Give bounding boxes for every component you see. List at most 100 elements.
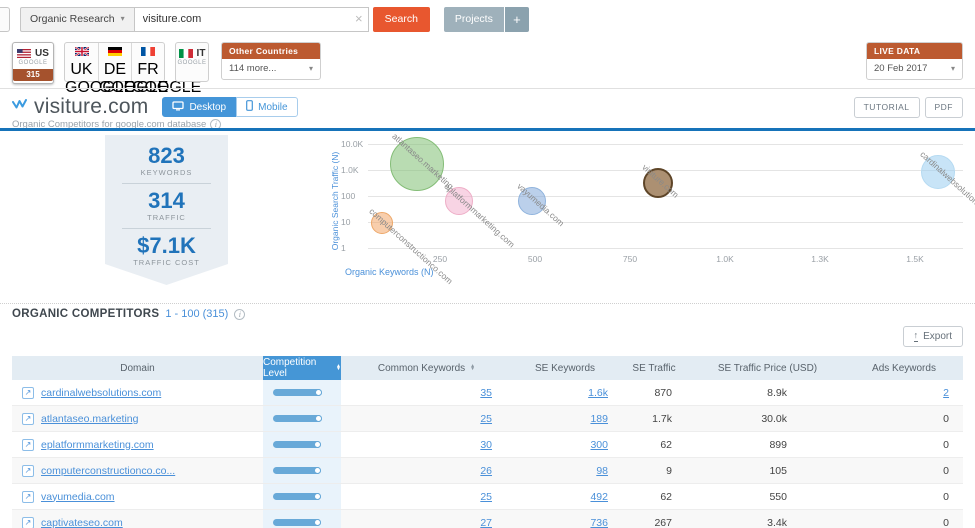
domain-link[interactable]: atlantaseo.marketing [41,412,139,425]
fr-flag-icon [141,47,155,56]
y-tick-label: 1.0K [341,165,362,175]
ads-keywords-value: 0 [943,464,949,477]
domain-link[interactable]: eplatformmarketing.com [41,438,154,451]
domain-link[interactable]: vayumedia.com [41,490,115,503]
nav-edge-box[interactable] [0,6,10,32]
search-type-select[interactable]: Organic Research ▾ [20,6,135,32]
export-button[interactable]: ↑ Export [902,326,963,347]
chart-bubble[interactable] [371,212,394,235]
pdf-button[interactable]: PDF [924,96,963,118]
domain-link[interactable]: captivateseo.com [41,516,123,528]
traffic-label: TRAFFIC [147,213,186,223]
se-traffic-price-value: 899 [769,438,787,451]
competition-level-bar [273,415,322,422]
other-countries-dropdown[interactable]: Other Countries 114 more... ▾ [221,42,321,80]
column-header-domain[interactable]: Domain [120,362,155,374]
table-row: ↗ eplatformmarketing.com 30 300 62 899 0 [12,432,963,458]
info-icon[interactable]: i [234,308,246,320]
column-header-ads-keywords[interactable]: Ads Keywords [872,362,936,374]
country-tab-it[interactable]: IT GOOGLE [175,42,209,82]
search-button[interactable]: Search [372,6,430,32]
competition-level-cell [263,484,341,509]
desktop-toggle-button[interactable]: Desktop [162,97,237,117]
external-link-icon[interactable]: ↗ [22,386,34,399]
common-keywords-link[interactable]: 35 [480,386,492,399]
x-tick-label: 250 [432,254,448,264]
search-input[interactable] [133,6,369,32]
gridline [368,222,963,223]
country-tab-us[interactable]: US GOOGLE 315 [12,42,54,84]
chart-bubble[interactable] [389,137,444,191]
dotted-divider [0,303,975,304]
common-keywords-link[interactable]: 27 [480,516,492,528]
se-keywords-link[interactable]: 736 [590,516,608,528]
ads-keywords-link[interactable]: 2 [943,386,949,399]
projects-button[interactable]: Projects [443,6,504,32]
column-header-competition-level[interactable]: Competition Level ▲ ▼ [263,356,341,380]
country-code: DE [103,61,127,78]
top-search-bar: Organic Research ▾ × Search Projects + [0,0,975,38]
country-tab-uk[interactable]: UK GOOGLE [65,43,134,96]
report-subtitle-text: Organic Competitors for google.com datab… [12,119,207,130]
column-header-common-keywords[interactable]: Common Keywords ▲ ▼ [341,356,512,380]
domain-cell: ↗ computerconstructionco.co... [12,458,263,483]
y-tick-label: 10.0K [341,139,367,149]
report-title-row: visiture.com Desktop Mobile TUTORIAL PDF [12,94,963,120]
chart-bubble[interactable] [642,168,673,199]
se-keywords-link[interactable]: 98 [596,464,608,477]
external-link-icon[interactable]: ↗ [22,464,34,477]
traffic-cost-value: $7.1K [137,233,196,259]
common-keywords-link[interactable]: 30 [480,438,492,451]
section-divider [0,88,975,89]
competitors-range-link[interactable]: 1 - 100 (315) [165,308,229,320]
column-header-se-keywords[interactable]: SE Keywords [534,362,596,374]
table-row: ↗ vayumedia.com 25 492 62 550 0 [12,484,963,510]
country-code: FR [137,61,159,78]
domain-link[interactable]: cardinalwebsolutions.com [41,386,162,399]
country-tab-fr[interactable]: FR GOOGLE [131,43,201,96]
search-field-wrap: × [133,6,369,32]
page-title: visiture.com [34,95,149,118]
desktop-label: Desktop [189,101,227,113]
domain-cell: ↗ eplatformmarketing.com [12,432,263,457]
it-flag-icon [178,49,193,58]
overview-section: 823 KEYWORDS 314 TRAFFIC $7.1K TRAFFIC C… [0,131,975,302]
table-row: ↗ captivateseo.com 27 736 267 3.4k 0 [12,510,963,528]
domain-cell: ↗ captivateseo.com [12,510,263,528]
live-data-dropdown[interactable]: LIVE DATA 20 Feb 2017 ▾ [866,42,963,80]
se-keywords-link[interactable]: 492 [590,490,608,503]
gridline [368,196,963,197]
clear-icon[interactable]: × [355,10,363,26]
y-tick-label: 100 [341,191,359,201]
chart-bubble[interactable] [445,187,473,216]
country-tab-group: UK GOOGLE DE GOOGLE FR GOOGLE [64,42,201,96]
column-header-se-traffic-price[interactable]: SE Traffic Price (USD) [717,362,818,374]
se-keywords-link[interactable]: 189 [590,412,608,425]
x-tick-label: 750 [622,254,638,264]
y-axis-title: Organic Search Traffic (N) [330,151,340,251]
country-tabs-row: US GOOGLE 315 UK GOOGLE DE GOOGLE [12,42,963,96]
tutorial-button[interactable]: TUTORIAL [853,96,920,118]
external-link-icon[interactable]: ↗ [22,490,34,503]
se-keywords-link[interactable]: 300 [590,438,608,451]
common-keywords-link[interactable]: 25 [480,490,492,503]
chevron-down-icon: ▾ [308,63,313,73]
se-keywords-link[interactable]: 1.6k [588,386,608,399]
chart-bubble[interactable] [518,187,546,216]
se-traffic-value: 870 [654,386,672,399]
competition-level-knob [314,493,321,500]
add-project-button[interactable]: + [504,6,529,32]
sort-icon: ▲ ▼ [470,363,476,372]
common-keywords-link[interactable]: 26 [480,464,492,477]
country-tab-de[interactable]: DE GOOGLE [98,43,168,96]
table-header-row: Domain Competition Level ▲ ▼ Common Keywo… [12,356,963,380]
external-link-icon[interactable]: ↗ [22,438,34,451]
blue-divider [0,128,975,131]
chart-bubble[interactable] [920,154,955,189]
mobile-toggle-button[interactable]: Mobile [236,97,298,117]
common-keywords-link[interactable]: 25 [480,412,492,425]
domain-link[interactable]: computerconstructionco.co... [41,464,176,477]
external-link-icon[interactable]: ↗ [22,412,34,425]
external-link-icon[interactable]: ↗ [22,516,34,528]
column-header-se-traffic[interactable]: SE Traffic [632,362,676,374]
